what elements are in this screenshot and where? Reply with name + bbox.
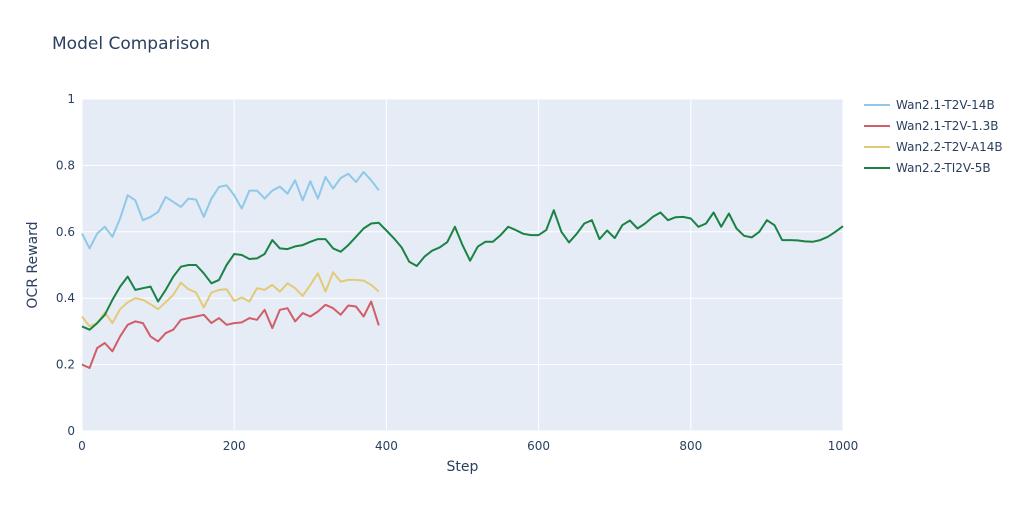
- svg-text:200: 200: [223, 439, 246, 453]
- series-line-Wan2.1-T2V-14B: [81, 171, 380, 250]
- svg-text:0.4: 0.4: [56, 291, 75, 305]
- legend-swatch-line: [864, 166, 890, 169]
- svg-text:0.6: 0.6: [56, 225, 75, 239]
- legend-item-label: Wan2.2-TI2V-5B: [896, 160, 991, 175]
- legend-item-label: Wan2.2-T2V-A14B: [896, 139, 1003, 154]
- legend-swatch-line: [864, 103, 890, 106]
- series-lines: [81, 171, 844, 369]
- series-line-Wan2.2-TI2V-5B: [81, 209, 844, 331]
- svg-text:400: 400: [375, 439, 398, 453]
- svg-text:1: 1: [67, 92, 75, 106]
- svg-text:0: 0: [67, 424, 75, 438]
- legend-swatch-line: [864, 145, 890, 148]
- legend-swatch-line: [864, 124, 890, 127]
- legend-item-label: Wan2.1-T2V-1.3B: [896, 118, 999, 133]
- legend-item-Wan2.1-T2V-14B[interactable]: Wan2.1-T2V-14B: [864, 94, 1003, 115]
- y-axis-title: OCR Reward: [25, 221, 41, 308]
- legend-item-Wan2.1-T2V-1.3B[interactable]: Wan2.1-T2V-1.3B: [864, 115, 1003, 136]
- legend-item-Wan2.2-TI2V-5B[interactable]: Wan2.2-TI2V-5B: [864, 157, 1003, 178]
- legend-item-label: Wan2.1-T2V-14B: [896, 97, 995, 112]
- svg-text:800: 800: [679, 439, 702, 453]
- series-line-Wan2.1-T2V-1.3B: [81, 300, 380, 369]
- series-line-Wan2.2-T2V-A14B: [81, 271, 380, 328]
- svg-text:600: 600: [527, 439, 550, 453]
- chart-title: Model Comparison: [52, 34, 211, 54]
- x-axis-title: Step: [447, 459, 479, 475]
- legend-item-Wan2.2-T2V-A14B[interactable]: Wan2.2-T2V-A14B: [864, 136, 1003, 157]
- plot-background: [82, 99, 843, 431]
- svg-text:0.2: 0.2: [56, 358, 75, 372]
- legend: Wan2.1-T2V-14B Wan2.1-T2V-1.3B Wan2.2-T2V-…: [864, 94, 1003, 178]
- y-tick-labels: 0 0.2 0.4 0.6 0.8 1: [56, 92, 75, 438]
- svg-text:0.8: 0.8: [56, 158, 75, 172]
- svg-text:1000: 1000: [828, 439, 859, 453]
- x-tick-labels: 0 200 400 600 800 1000: [78, 439, 858, 453]
- svg-text:0: 0: [78, 439, 86, 453]
